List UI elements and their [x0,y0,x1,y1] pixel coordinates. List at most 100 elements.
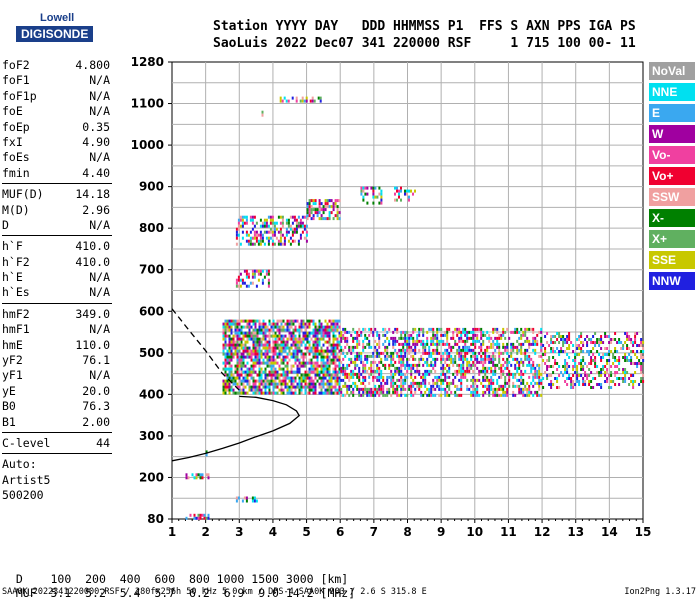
echo-point [224,355,227,359]
echo-point [257,239,260,243]
echo-point [530,381,533,385]
echo-point [290,337,293,341]
echo-point [582,368,585,371]
echo-point [314,328,317,332]
echo-point [259,239,262,243]
echo-point [376,195,379,199]
echo-point [262,331,265,335]
echo-point [304,331,307,335]
echo-point [302,379,305,383]
echo-point [458,357,461,361]
echo-point [247,284,250,288]
echo-point [380,384,383,388]
echo-point [484,357,487,361]
echo-point [498,348,501,352]
echo-point [442,354,445,358]
echo-point [258,346,261,350]
echo-point [640,356,643,359]
echo-point [484,378,487,382]
echo-point [414,390,417,394]
echo-point [482,384,485,388]
echo-point [304,343,307,347]
echo-point [306,208,309,212]
echo-point [238,334,241,338]
echo-point [380,189,383,193]
echo-point [466,333,469,337]
echo-point [252,340,255,344]
echo-point [456,333,459,337]
echo-point [426,393,429,397]
echo-point [250,349,253,353]
echo-point [242,349,245,353]
echo-point [234,343,237,347]
echo-point [304,376,307,380]
echo-point [255,236,258,240]
echo-point [400,378,403,382]
echo-point [234,376,237,380]
legend-item: SSW [649,188,695,206]
echo-point [259,218,262,222]
echo-point [234,346,237,350]
echo-point [251,275,254,279]
echo-point [524,369,527,373]
echo-point [418,339,421,343]
echo-point [512,357,515,361]
echo-point [322,355,325,359]
echo-point [248,379,251,383]
echo-point [246,382,249,386]
echo-point [412,327,415,331]
echo-point [267,239,270,243]
echo-point [592,353,595,356]
echo-point [282,391,285,395]
echo-point [308,319,311,323]
echo-point [384,339,387,343]
echo-point [418,327,421,331]
echo-point [394,339,397,343]
echo-point [520,336,523,340]
echo-point [360,354,363,358]
echo-point [450,381,453,385]
echo-point [328,385,331,389]
echo-point [296,328,299,332]
echo-point [570,383,573,386]
echo-point [550,383,553,386]
echo-point [468,348,471,352]
echo-point [498,354,501,358]
echo-point [492,327,495,331]
echo-point [244,334,247,338]
legend-item: NNW [649,272,695,290]
echo-point [480,345,483,349]
echo-point [434,381,437,385]
echo-point [230,385,233,389]
echo-point [305,239,308,243]
echo-point [478,339,481,343]
echo-point [614,356,617,359]
echo-point [550,347,553,350]
echo-point [472,327,475,331]
echo-point [298,340,301,344]
echo-point [506,372,509,376]
echo-point [398,372,401,376]
echo-point [534,348,537,352]
echo-point [300,352,303,356]
echo-point [282,343,285,347]
echo-point [252,343,255,347]
echo-point [436,375,439,379]
echo-point [472,369,475,373]
param-row: B1 2.00 [2,415,112,430]
echo-point [277,242,280,246]
echo-point [606,359,609,362]
echo-point [390,354,393,358]
echo-point [594,365,597,368]
echo-point [262,337,265,341]
echo-point [235,496,238,500]
echo-point [546,359,549,362]
echo-point [404,192,406,196]
echo-point [462,330,465,334]
echo-point [422,339,425,343]
echo-point [520,390,523,394]
echo-point [448,327,451,331]
echo-point [322,334,325,338]
echo-point [356,363,359,367]
echo-point [280,319,283,323]
